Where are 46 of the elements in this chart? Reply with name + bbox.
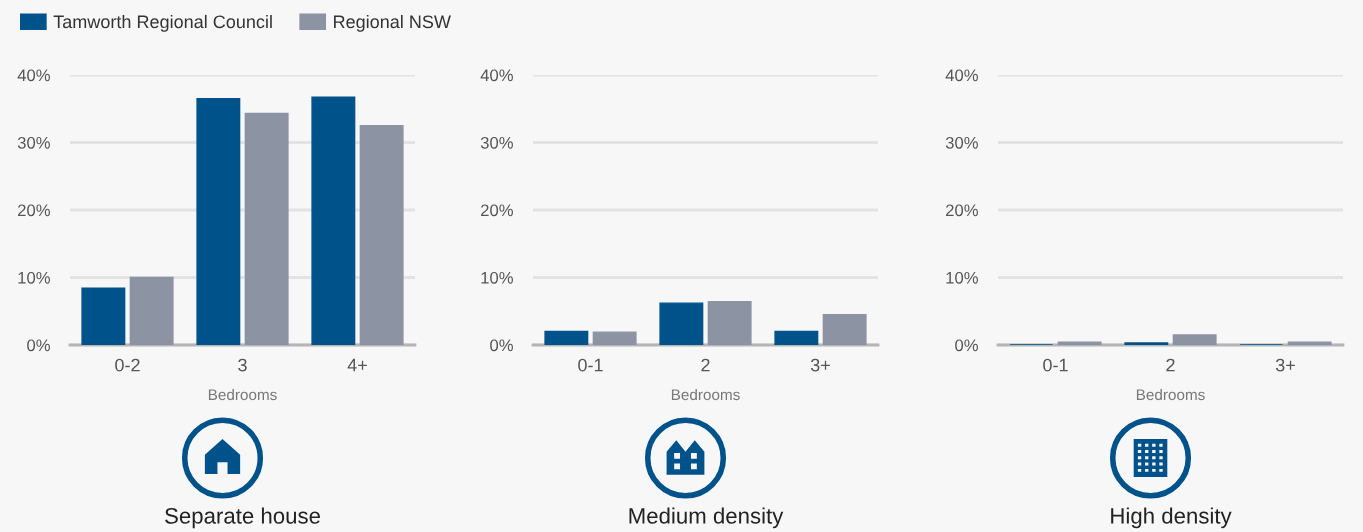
- bar: [1124, 342, 1169, 345]
- text: Separate house: [165, 507, 320, 529]
- x-tick-label: 0-1: [578, 358, 603, 372]
- bar: [774, 330, 819, 345]
- x-tick-label: 0-2: [115, 358, 140, 372]
- x-axis-title: Bedrooms: [208, 388, 277, 401]
- x-tick-label: 3: [238, 358, 247, 372]
- bar: [544, 330, 589, 345]
- bar: [822, 313, 867, 345]
- bar: [244, 112, 289, 345]
- x-axis-title: Bedrooms: [1136, 388, 1205, 401]
- y-tick-label: 20%: [946, 204, 978, 217]
- x-tick-label: 4+: [347, 358, 367, 372]
- x-tick-label: 3+: [810, 358, 830, 372]
- y-tick-label: 40%: [945, 69, 978, 82]
- y-tick-label: 0%: [27, 339, 50, 352]
- legend-label: Regional NSW: [334, 14, 451, 32]
- bar: [707, 301, 752, 345]
- y-tick-label: 30%: [945, 136, 978, 149]
- y-tick-label: 40%: [480, 69, 513, 82]
- bar: [196, 97, 241, 345]
- y-tick-label: 10%: [481, 271, 513, 284]
- y-tick-label: 0%: [955, 339, 978, 352]
- x-tick-label: 2: [1166, 358, 1175, 372]
- bar: [359, 124, 404, 345]
- y-tick-label: 0%: [490, 339, 513, 352]
- y-tick-label: 40%: [17, 69, 50, 82]
- y-tick-label: 30%: [17, 136, 50, 149]
- y-tick-label: 30%: [480, 136, 513, 149]
- x-tick-label: 0-1: [1043, 358, 1068, 372]
- y-tick-label: 10%: [18, 271, 50, 284]
- y-tick-label: 20%: [481, 204, 513, 217]
- text: High density: [1111, 507, 1232, 529]
- text: Medium density: [629, 507, 784, 529]
- bar: [129, 276, 174, 345]
- bar: [311, 96, 356, 345]
- bar: [1172, 334, 1217, 345]
- legend-label: Tamworth Regional Council: [53, 14, 272, 32]
- x-tick-label: 2: [701, 358, 710, 372]
- x-tick-label: 3+: [1275, 358, 1295, 372]
- bar: [592, 331, 637, 345]
- y-tick-label: 20%: [18, 204, 50, 217]
- x-axis-title: Bedrooms: [671, 388, 740, 401]
- y-tick-label: 10%: [946, 271, 978, 284]
- bar: [659, 302, 704, 345]
- bar: [81, 287, 126, 345]
